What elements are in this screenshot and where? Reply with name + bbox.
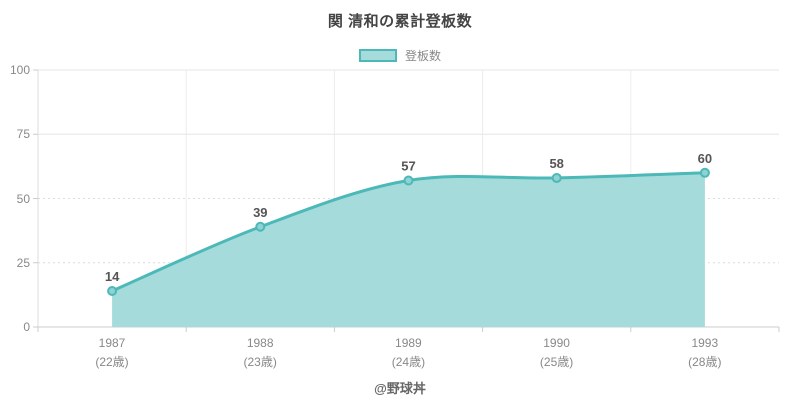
x-label-year: 1987: [98, 336, 126, 350]
data-point-value-label: 60: [698, 151, 712, 166]
y-axis-tick-label: 25: [16, 255, 30, 270]
legend-label: 登板数: [404, 49, 441, 63]
data-point-value-label: 39: [253, 205, 267, 220]
x-axis-tick-label: 1988 (23歳): [186, 334, 334, 371]
y-axis-tick-label: 100: [9, 63, 30, 77]
legend-swatch-icon: [358, 49, 397, 62]
data-point-marker: [255, 221, 266, 232]
data-point-marker: [551, 172, 562, 183]
x-label-year: 1988: [246, 336, 274, 350]
x-label-year: 1990: [543, 336, 570, 350]
x-label-year: 1993: [691, 336, 719, 350]
chart-title: 関 清和の累計登板数: [327, 13, 473, 30]
y-axis-tick-label: 50: [16, 191, 30, 206]
data-point-marker: [403, 175, 414, 186]
x-label-age: (22歳): [95, 354, 129, 369]
x-axis-tick-label: 1989 (24歳): [334, 334, 482, 371]
legend[interactable]: 登板数: [0, 47, 800, 64]
data-point-value-label: 58: [549, 156, 563, 171]
x-axis-tick-label: 1990 (25歳): [483, 334, 631, 371]
x-axis-tick-label: 1993 (28歳): [631, 334, 779, 371]
y-axis-tick-label: 75: [16, 127, 30, 142]
x-label-age: (23歳): [243, 354, 277, 369]
footer-credit: @野球丼: [374, 381, 426, 396]
data-point-marker: [107, 286, 118, 297]
x-axis-tick-label: 1987 (22歳): [38, 334, 186, 371]
series-area-fill: [112, 172, 705, 327]
data-point-value-label: 14: [105, 269, 120, 284]
y-axis-tick-label: 0: [23, 320, 30, 334]
x-label-age: (24歳): [391, 354, 426, 369]
data-point-value-label: 57: [401, 159, 415, 174]
x-label-age: (28歳): [688, 354, 722, 369]
x-label-age: (25歳): [539, 354, 574, 369]
data-point-marker: [699, 167, 710, 178]
x-label-year: 1989: [395, 336, 422, 350]
